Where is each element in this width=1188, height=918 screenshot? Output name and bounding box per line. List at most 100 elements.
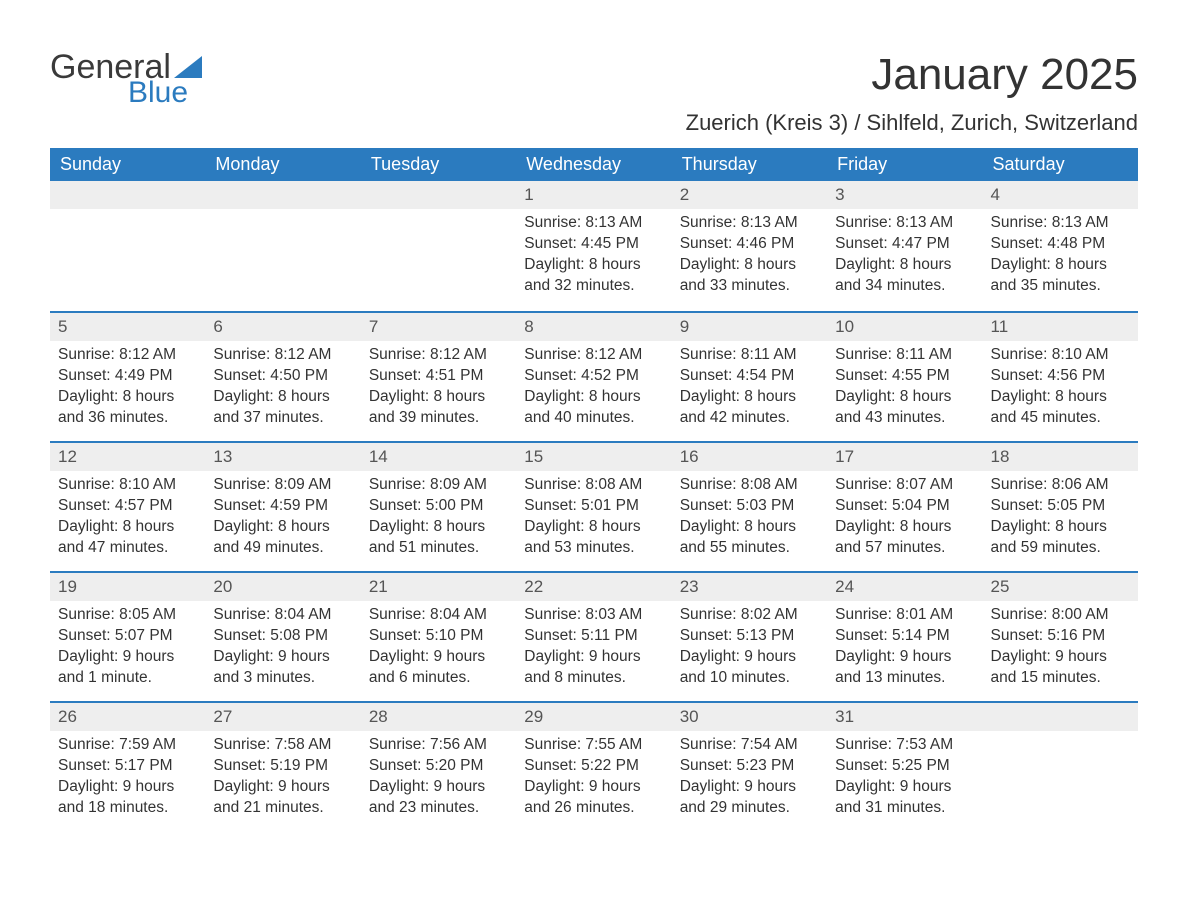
sunrise-text: Sunrise: 7:58 AM	[213, 735, 352, 756]
day-number: 26	[50, 701, 205, 731]
daylight-text: Daylight: 8 hours and 51 minutes.	[369, 517, 508, 559]
sunrise-text: Sunrise: 8:12 AM	[524, 345, 663, 366]
day-cell: 23 Sunrise: 8:02 AMSunset: 5:13 PMDayligh…	[672, 571, 827, 701]
day-cell: 4Sunrise: 8:13 AMSunset: 4:48 PMDaylight…	[983, 181, 1138, 311]
day-content: Sunrise: 8:13 AMSunset: 4:46 PMDaylight:…	[672, 209, 827, 305]
sunrise-text: Sunrise: 8:12 AM	[58, 345, 197, 366]
daylight-text: Daylight: 8 hours and 37 minutes.	[213, 387, 352, 429]
daylight-text: Daylight: 9 hours and 1 minute.	[58, 647, 197, 689]
sunrise-text: Sunrise: 8:08 AM	[680, 475, 819, 496]
sunrise-text: Sunrise: 7:56 AM	[369, 735, 508, 756]
sunset-text: Sunset: 5:13 PM	[680, 626, 819, 647]
daylight-text: Daylight: 8 hours and 39 minutes.	[369, 387, 508, 429]
daylight-text: Daylight: 8 hours and 55 minutes.	[680, 517, 819, 559]
daylight-text: Daylight: 8 hours and 34 minutes.	[835, 255, 974, 297]
sunrise-text: Sunrise: 8:12 AM	[213, 345, 352, 366]
sunset-text: Sunset: 5:04 PM	[835, 496, 974, 517]
sunrise-text: Sunrise: 8:12 AM	[369, 345, 508, 366]
day-number: 24	[827, 571, 982, 601]
day-content: Sunrise: 8:08 AMSunset: 5:03 PMDaylight:…	[672, 471, 827, 567]
sunrise-text: Sunrise: 8:02 AM	[680, 605, 819, 626]
day-number-empty	[205, 181, 360, 209]
sunrise-text: Sunrise: 8:00 AM	[991, 605, 1130, 626]
day-number: 12	[50, 441, 205, 471]
daylight-text: Daylight: 8 hours and 47 minutes.	[58, 517, 197, 559]
sunrise-text: Sunrise: 7:59 AM	[58, 735, 197, 756]
daylight-text: Daylight: 9 hours and 15 minutes.	[991, 647, 1130, 689]
sunrise-text: Sunrise: 8:04 AM	[369, 605, 508, 626]
day-cell: 10Sunrise: 8:11 AMSunset: 4:55 PMDayligh…	[827, 311, 982, 441]
day-number: 1	[516, 181, 671, 209]
day-content: Sunrise: 8:03 AMSunset: 5:11 PMDaylight:…	[516, 601, 671, 697]
day-number: 16	[672, 441, 827, 471]
calendar-table: SundayMondayTuesdayWednesdayThursdayFrid…	[50, 148, 1138, 831]
sunset-text: Sunset: 5:10 PM	[369, 626, 508, 647]
daylight-text: Daylight: 8 hours and 42 minutes.	[680, 387, 819, 429]
calendar-head: SundayMondayTuesdayWednesdayThursdayFrid…	[50, 148, 1138, 181]
daylight-text: Daylight: 9 hours and 3 minutes.	[213, 647, 352, 689]
day-number: 19	[50, 571, 205, 601]
sunset-text: Sunset: 5:19 PM	[213, 756, 352, 777]
sunset-text: Sunset: 5:20 PM	[369, 756, 508, 777]
day-cell: 9Sunrise: 8:11 AMSunset: 4:54 PMDaylight…	[672, 311, 827, 441]
sunrise-text: Sunrise: 8:13 AM	[991, 213, 1130, 234]
day-cell	[361, 181, 516, 311]
day-number: 25	[983, 571, 1138, 601]
day-cell: 14Sunrise: 8:09 AMSunset: 5:00 PMDayligh…	[361, 441, 516, 571]
day-cell: 6Sunrise: 8:12 AMSunset: 4:50 PMDaylight…	[205, 311, 360, 441]
day-content: Sunrise: 8:09 AMSunset: 4:59 PMDaylight:…	[205, 471, 360, 567]
sunrise-text: Sunrise: 8:04 AM	[213, 605, 352, 626]
day-cell: 13Sunrise: 8:09 AMSunset: 4:59 PMDayligh…	[205, 441, 360, 571]
daylight-text: Daylight: 9 hours and 18 minutes.	[58, 777, 197, 819]
sunset-text: Sunset: 4:50 PM	[213, 366, 352, 387]
day-cell: 20Sunrise: 8:04 AMSunset: 5:08 PMDayligh…	[205, 571, 360, 701]
day-number: 31	[827, 701, 982, 731]
sunset-text: Sunset: 4:56 PM	[991, 366, 1130, 387]
daylight-text: Daylight: 9 hours and 13 minutes.	[835, 647, 974, 689]
sunset-text: Sunset: 5:00 PM	[369, 496, 508, 517]
day-content: Sunrise: 8:09 AMSunset: 5:00 PMDaylight:…	[361, 471, 516, 567]
daylight-text: Daylight: 9 hours and 26 minutes.	[524, 777, 663, 819]
day-content: Sunrise: 7:53 AMSunset: 5:25 PMDaylight:…	[827, 731, 982, 827]
day-cell: 21Sunrise: 8:04 AMSunset: 5:10 PMDayligh…	[361, 571, 516, 701]
day-content: Sunrise: 8:11 AMSunset: 4:54 PMDaylight:…	[672, 341, 827, 437]
sunset-text: Sunset: 5:05 PM	[991, 496, 1130, 517]
day-content: Sunrise: 8:10 AMSunset: 4:56 PMDaylight:…	[983, 341, 1138, 437]
day-number: 7	[361, 311, 516, 341]
day-cell: 3Sunrise: 8:13 AMSunset: 4:47 PMDaylight…	[827, 181, 982, 311]
day-number: 30	[672, 701, 827, 731]
sunset-text: Sunset: 5:14 PM	[835, 626, 974, 647]
day-number: 20	[205, 571, 360, 601]
sunset-text: Sunset: 5:11 PM	[524, 626, 663, 647]
day-cell: 7Sunrise: 8:12 AMSunset: 4:51 PMDaylight…	[361, 311, 516, 441]
sunrise-text: Sunrise: 8:05 AM	[58, 605, 197, 626]
day-header: Tuesday	[361, 148, 516, 181]
week-row: 26Sunrise: 7:59 AMSunset: 5:17 PMDayligh…	[50, 701, 1138, 831]
day-content: Sunrise: 7:56 AMSunset: 5:20 PMDaylight:…	[361, 731, 516, 827]
day-content: Sunrise: 7:54 AMSunset: 5:23 PMDaylight:…	[672, 731, 827, 827]
sunset-text: Sunset: 4:48 PM	[991, 234, 1130, 255]
sunrise-text: Sunrise: 7:53 AM	[835, 735, 974, 756]
day-number: 5	[50, 311, 205, 341]
daylight-text: Daylight: 9 hours and 23 minutes.	[369, 777, 508, 819]
day-content: Sunrise: 8:01 AMSunset: 5:14 PMDaylight:…	[827, 601, 982, 697]
day-cell	[205, 181, 360, 311]
sunrise-text: Sunrise: 8:10 AM	[58, 475, 197, 496]
sunrise-text: Sunrise: 8:09 AM	[369, 475, 508, 496]
day-number: 28	[361, 701, 516, 731]
sunrise-text: Sunrise: 8:08 AM	[524, 475, 663, 496]
sunset-text: Sunset: 5:03 PM	[680, 496, 819, 517]
daylight-text: Daylight: 9 hours and 10 minutes.	[680, 647, 819, 689]
day-content: Sunrise: 8:13 AMSunset: 4:45 PMDaylight:…	[516, 209, 671, 305]
day-cell: 17Sunrise: 8:07 AMSunset: 5:04 PMDayligh…	[827, 441, 982, 571]
day-cell: 12Sunrise: 8:10 AMSunset: 4:57 PMDayligh…	[50, 441, 205, 571]
day-content: Sunrise: 8:12 AMSunset: 4:52 PMDaylight:…	[516, 341, 671, 437]
day-cell: 5Sunrise: 8:12 AMSunset: 4:49 PMDaylight…	[50, 311, 205, 441]
day-content: Sunrise: 8:12 AMSunset: 4:49 PMDaylight:…	[50, 341, 205, 437]
day-header: Wednesday	[516, 148, 671, 181]
day-cell: 26Sunrise: 7:59 AMSunset: 5:17 PMDayligh…	[50, 701, 205, 831]
day-number: 23	[672, 571, 827, 601]
day-number: 8	[516, 311, 671, 341]
sunrise-text: Sunrise: 7:55 AM	[524, 735, 663, 756]
day-number: 14	[361, 441, 516, 471]
